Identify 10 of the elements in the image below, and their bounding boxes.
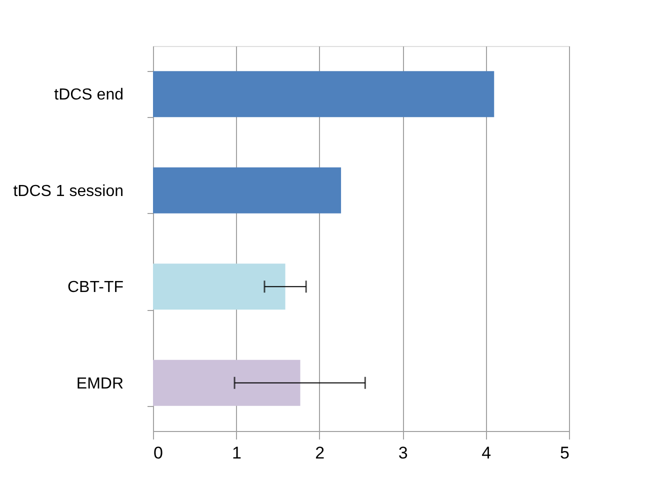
- x-tick-label: 4: [482, 444, 492, 462]
- x-tick-label: 3: [398, 444, 408, 462]
- x-tick-label: 1: [232, 444, 242, 462]
- x-tick-label: 5: [560, 444, 570, 462]
- y-tick-label: EMDR: [76, 375, 124, 392]
- y-tick-label: tDCS end: [54, 86, 124, 104]
- y-tick-label: tDCS 1 session: [13, 182, 124, 200]
- x-tick-label: 2: [315, 444, 325, 462]
- x-tick-label: 0: [154, 444, 163, 462]
- y-tick-label: CBT-TF: [68, 279, 124, 296]
